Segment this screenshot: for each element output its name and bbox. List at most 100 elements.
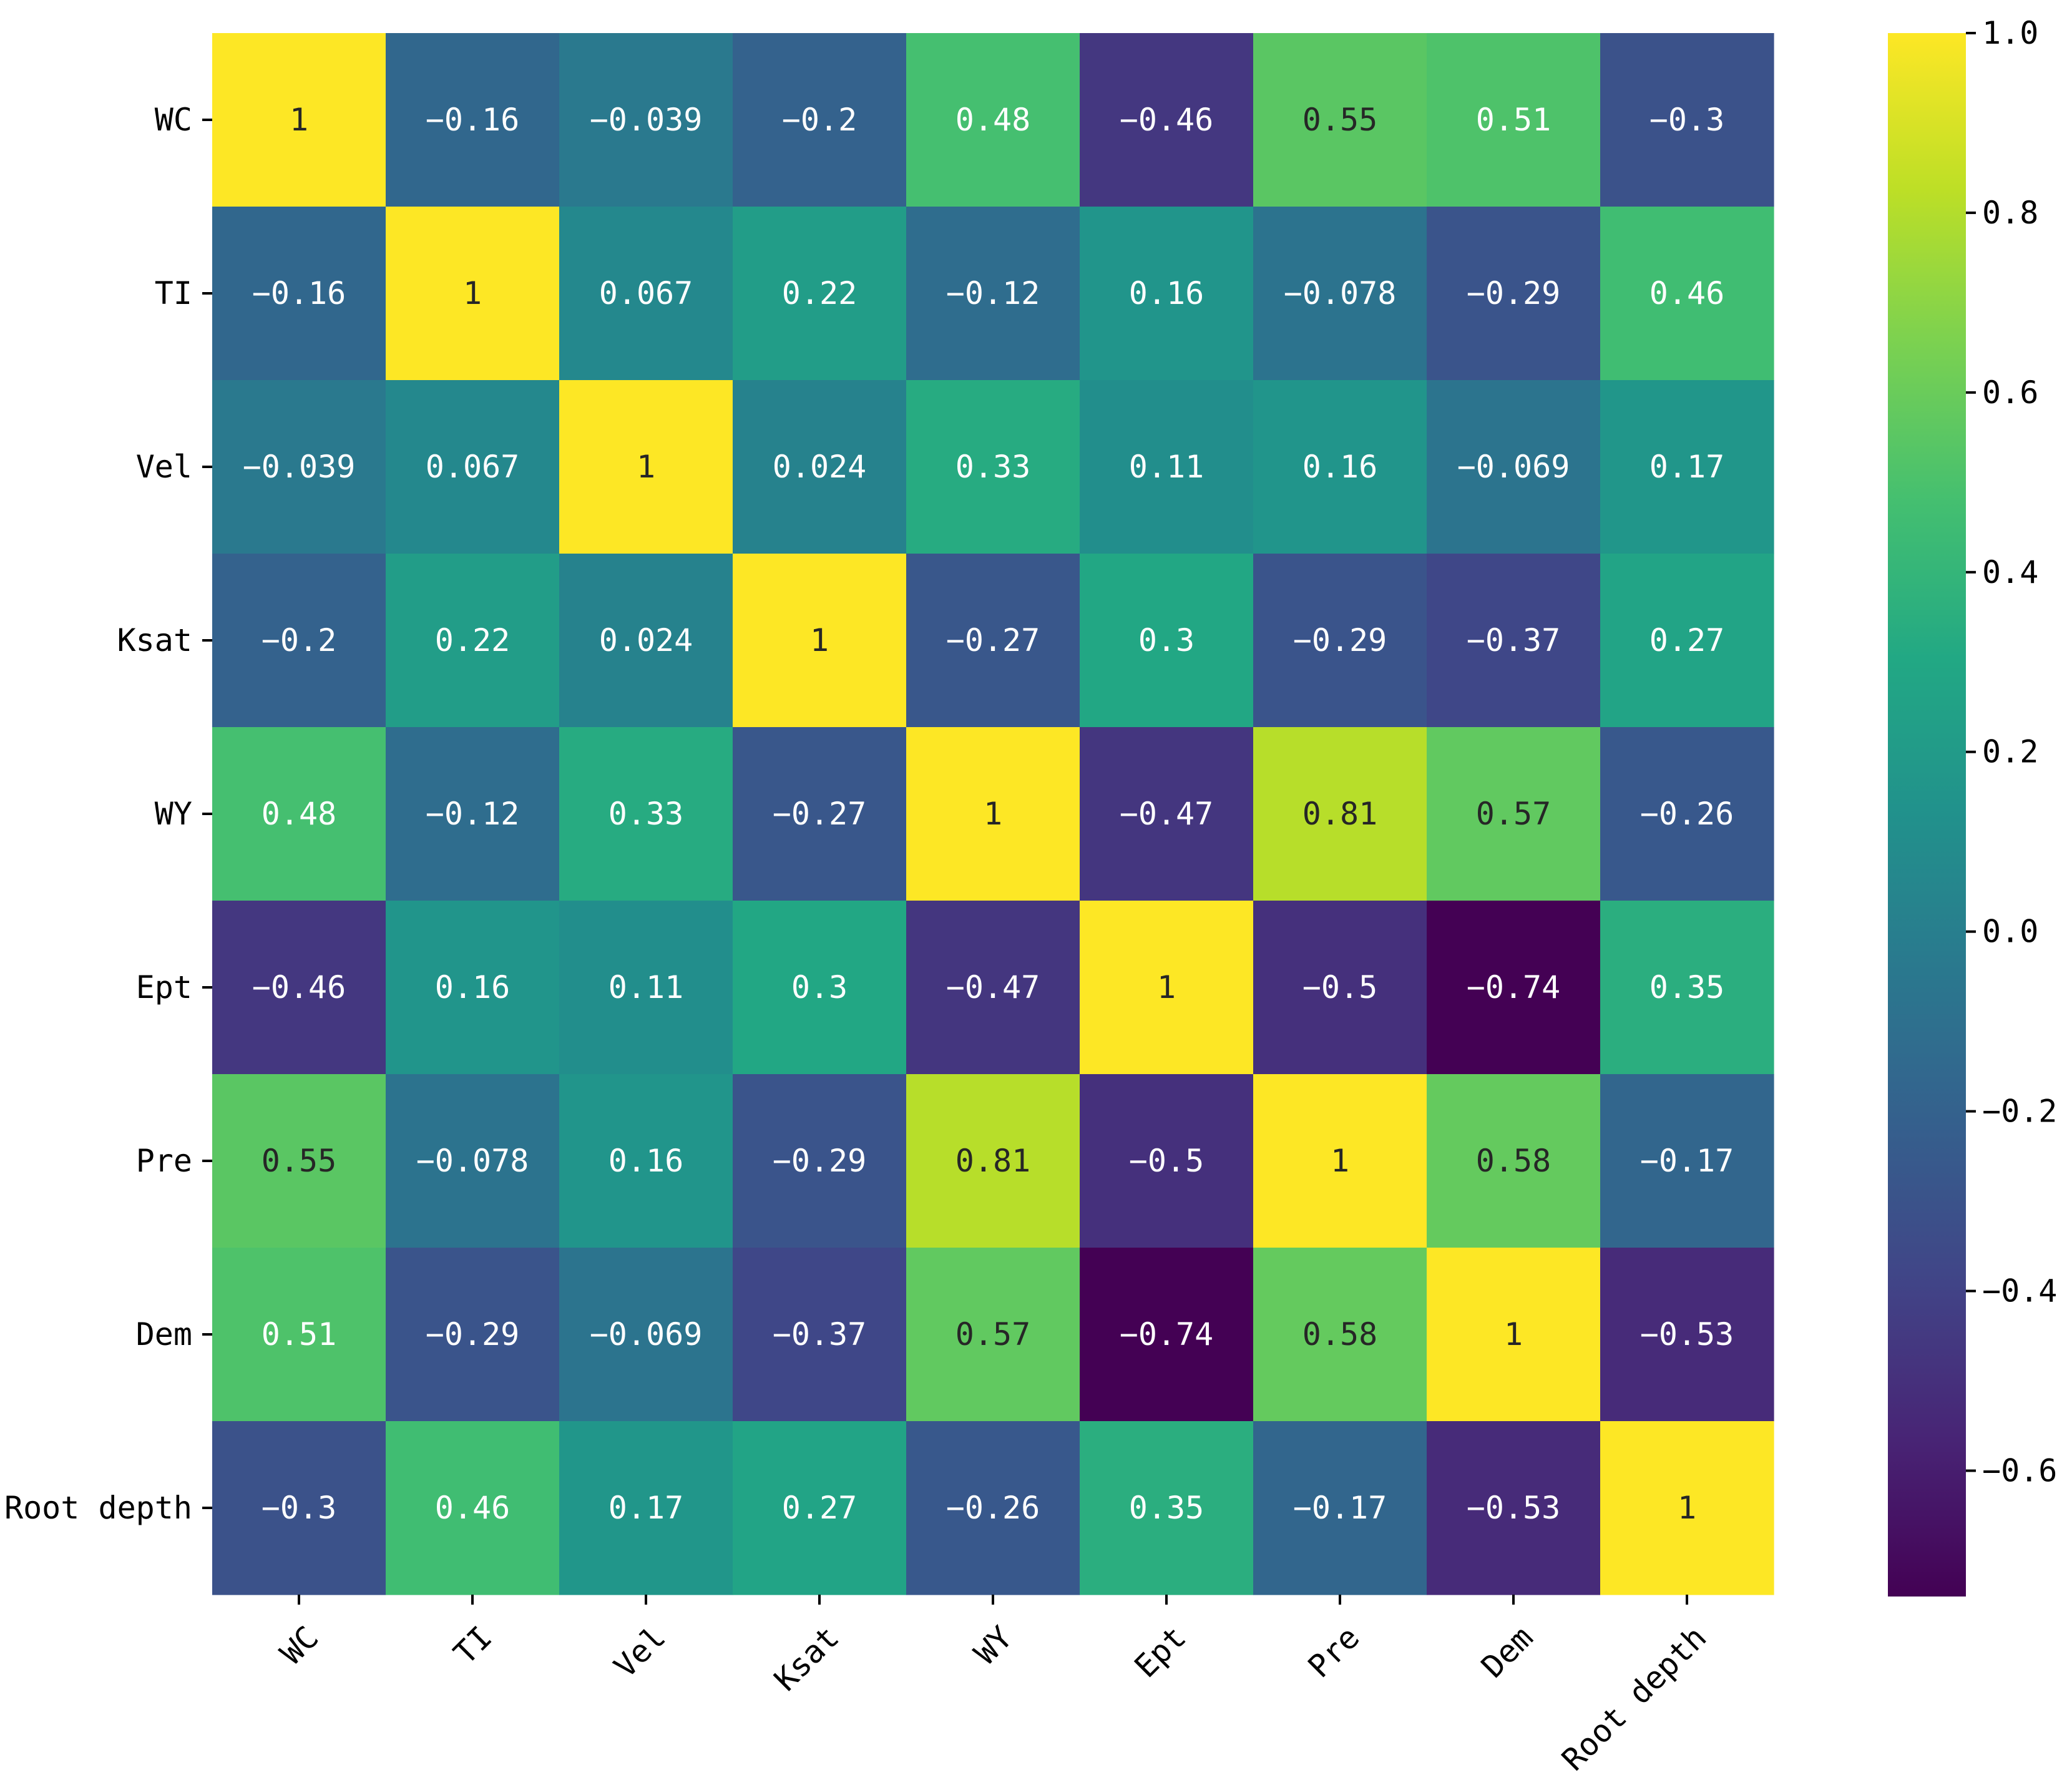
cell-annotation: 1 [810, 622, 829, 658]
colorbar-tick-label: 0.2 [1982, 734, 2038, 770]
cell-annotation: −0.37 [1467, 622, 1561, 658]
cell-annotation: 0.067 [426, 449, 520, 485]
cell-annotation: −0.27 [946, 622, 1040, 658]
cell-annotation: −0.46 [1120, 102, 1214, 138]
cell-annotation: −0.12 [426, 796, 520, 832]
cell-annotation: −0.27 [773, 796, 867, 832]
heatmap-cell [386, 380, 560, 554]
cell-annotation: 0.55 [261, 1143, 336, 1179]
heatmap-cell [212, 207, 386, 381]
cell-annotation: 1 [463, 275, 482, 311]
colorbar-tick-label: 0.4 [1982, 554, 2038, 590]
heatmap-cell [386, 207, 560, 381]
cell-annotation: −0.29 [1293, 622, 1387, 658]
cell-annotation: −0.069 [590, 1316, 703, 1352]
heatmap-cell [906, 554, 1080, 728]
heatmap-cell [559, 727, 733, 901]
cell-annotation: 0.81 [955, 1143, 1030, 1179]
cell-annotation: −0.26 [1640, 796, 1734, 832]
heatmap-cell [906, 1248, 1080, 1422]
y-tick-label: Vel [136, 449, 192, 485]
heatmap-cell [1080, 1248, 1254, 1422]
cell-annotation: −0.16 [426, 102, 520, 138]
y-tick-label: WY [155, 796, 192, 832]
heatmap-cell [906, 33, 1080, 207]
heatmap-cell [1253, 1248, 1427, 1422]
heatmap-cell [1600, 1421, 1774, 1595]
cell-annotation: 0.35 [1649, 969, 1724, 1005]
heatmap-cell [386, 1421, 560, 1595]
cell-annotation: −0.53 [1640, 1316, 1734, 1352]
heatmap-cell [733, 1421, 907, 1595]
cell-annotation: −0.2 [261, 622, 336, 658]
heatmap-cell [386, 1074, 560, 1248]
y-tick-label: WC [155, 102, 192, 138]
cell-annotation: 0.81 [1302, 796, 1377, 832]
heatmap-cell [1600, 380, 1774, 554]
cell-annotation: −0.47 [1120, 796, 1214, 832]
x-tick-label: Root depth [1555, 1619, 1714, 1778]
cell-annotation: 0.11 [1129, 449, 1204, 485]
heatmap-cell [1427, 727, 1601, 901]
cell-annotation: −0.5 [1129, 1143, 1204, 1179]
heatmap-cell [1427, 1248, 1601, 1422]
heatmap-cell [1080, 207, 1254, 381]
heatmap-cell [1080, 1074, 1254, 1248]
colorbar-tick-label: −0.4 [1982, 1273, 2057, 1309]
cell-annotation: −0.039 [243, 449, 356, 485]
y-tick-label: Dem [136, 1316, 192, 1352]
cell-annotation: 0.3 [1138, 622, 1195, 658]
x-tick-label: WY [967, 1619, 1020, 1671]
heatmap-cell [1080, 1421, 1254, 1595]
heatmap-cell [559, 207, 733, 381]
heatmap-cell [1600, 1248, 1774, 1422]
heatmap-cell [559, 33, 733, 207]
heatmap-cell [386, 1248, 560, 1422]
cell-annotation: −0.17 [1640, 1143, 1734, 1179]
cell-annotation: 0.27 [1649, 622, 1724, 658]
heatmap-cell [1080, 554, 1254, 728]
cell-annotation: −0.46 [252, 969, 346, 1005]
heatmap-cell [1253, 901, 1427, 1075]
heatmap-cell [1427, 901, 1601, 1075]
cell-annotations: 1 −0.16 −0.039 −0.2 0.48 −0.46 0.55 0.51 −0.3 −0.… [243, 102, 1734, 1526]
colorbar-tick-label: 0.8 [1982, 195, 2038, 231]
heatmap-cell [212, 901, 386, 1075]
heatmap-cell [386, 554, 560, 728]
heatmap-cell [1427, 207, 1601, 381]
heatmap-cell [733, 1074, 907, 1248]
colorbar-gradient [1888, 33, 1966, 1597]
heatmap-cell [733, 901, 907, 1075]
heatmap-cell [1253, 380, 1427, 554]
cell-annotation: −0.29 [426, 1316, 520, 1352]
cell-annotation: −0.2 [782, 102, 857, 138]
heatmap-cell [1427, 380, 1601, 554]
cell-annotation: −0.12 [946, 275, 1040, 311]
cell-annotation: 0.46 [435, 1490, 510, 1526]
cell-annotation: −0.16 [252, 275, 346, 311]
x-axis: WC TI Vel Ksat WY Ept Pre Dem Root depth [273, 1595, 1714, 1778]
cell-annotation: 0.024 [599, 622, 693, 658]
y-axis: WC TI Vel Ksat WY Ept Pre Dem Root depth [4, 102, 212, 1526]
heatmap-cell [1600, 554, 1774, 728]
cell-annotation: −0.74 [1120, 1316, 1214, 1352]
cell-annotation: −0.26 [946, 1490, 1040, 1526]
cell-annotation: 0.35 [1129, 1490, 1204, 1526]
cell-annotation: 0.33 [955, 449, 1030, 485]
cell-annotation: 0.48 [261, 796, 336, 832]
heatmap-cell [1080, 727, 1254, 901]
heatmap-cell [1253, 554, 1427, 728]
heatmap-cell [1600, 33, 1774, 207]
colorbar-tick-label: 0.0 [1982, 914, 2038, 950]
cell-annotation: −0.29 [1467, 275, 1561, 311]
cell-annotation: 0.024 [773, 449, 867, 485]
heatmap-cell [212, 1074, 386, 1248]
heatmap-cell [906, 727, 1080, 901]
heatmap-cell [1253, 207, 1427, 381]
heatmap-cell [212, 554, 386, 728]
heatmap-cell [559, 1074, 733, 1248]
heatmap-cell [386, 33, 560, 207]
x-tick-label: WC [273, 1619, 326, 1671]
cell-annotation: −0.078 [1284, 275, 1397, 311]
